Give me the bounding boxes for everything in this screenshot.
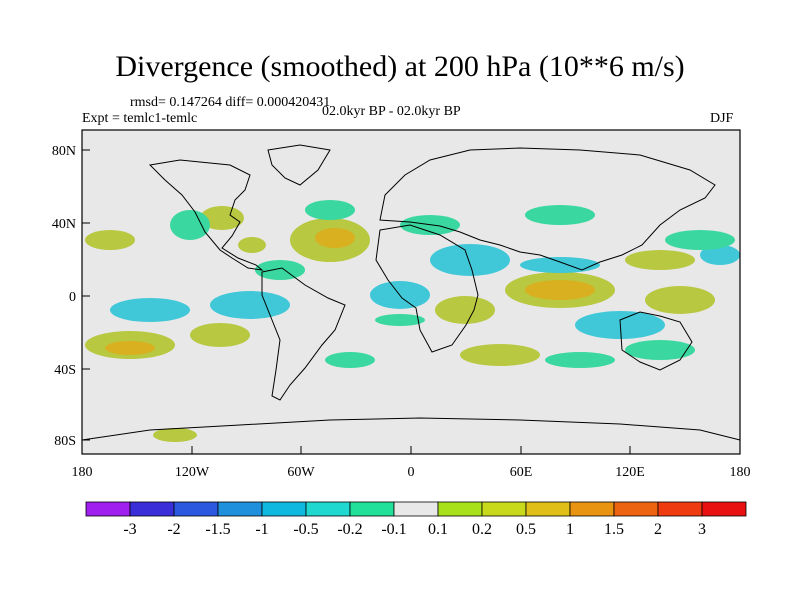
weak-negative-patch [625, 340, 695, 360]
weak-negative-patch [255, 260, 305, 280]
colorbar-box [437, 501, 483, 517]
lon-label: 180 [72, 465, 93, 480]
colorbar-label: -0.1 [381, 521, 406, 538]
coastlines [81, 144, 741, 441]
page-title: Divergence (smoothed) at 200 hPa (10**6 … [115, 50, 685, 83]
greenland-coast [267, 144, 331, 186]
colorbar-box [613, 501, 659, 517]
colorbar-box [129, 501, 175, 517]
weak-negative-patches [170, 200, 735, 368]
colorbar-label: 0.5 [516, 521, 536, 538]
weak-negative-patch [305, 200, 355, 220]
africa-coast [375, 224, 479, 353]
colorbar-label: -2 [167, 521, 180, 538]
lon-label: 120E [615, 465, 645, 480]
lat-labels: 80N 40N 0 40S 80S [52, 144, 76, 449]
strong-positive-patch [315, 228, 355, 248]
negative-patch [520, 257, 600, 273]
lon-label: 180 [730, 465, 751, 480]
strong-positive-patch [105, 341, 155, 355]
lat-label: 40S [54, 363, 76, 378]
negative-anomaly-patches [110, 244, 740, 339]
colorbar-box [173, 501, 219, 517]
colorbar-label: -3 [123, 521, 136, 538]
colorbar-label: -1 [255, 521, 268, 538]
period-label: 02.0kyr BP - 02.0kyr BP [322, 104, 461, 119]
positive-patch [153, 428, 197, 442]
negative-patch [110, 298, 190, 322]
lon-label: 120W [175, 465, 210, 480]
colorbar-box [349, 501, 395, 517]
lon-label: 60W [287, 465, 315, 480]
positive-patch [190, 323, 250, 347]
weak-negative-patch [170, 210, 210, 240]
lon-ticks [81, 446, 741, 454]
negative-patch [430, 244, 510, 276]
colorbar-label: 0.1 [428, 521, 448, 538]
positive-patch [85, 230, 135, 250]
strong-positive-patches [105, 228, 595, 355]
colorbar-box [305, 501, 351, 517]
positive-patch [460, 344, 540, 366]
south-america-coast [261, 267, 346, 401]
colorbar-box [85, 501, 131, 517]
positive-patch [238, 237, 266, 253]
colorbar-box [657, 501, 703, 517]
weak-negative-patch [375, 314, 425, 326]
colorbar-box [481, 501, 527, 517]
weak-negative-patch [325, 352, 375, 368]
colorbar-label: 1.5 [604, 521, 624, 538]
negative-patch [210, 291, 290, 319]
strong-positive-patch [525, 280, 595, 300]
colorbar-label: 0.2 [472, 521, 492, 538]
weak-negative-patch [525, 205, 595, 225]
colorbar-box [525, 501, 571, 517]
lon-label: 0 [408, 465, 415, 480]
australia-coast [619, 311, 693, 371]
colorbar-label: 3 [698, 521, 706, 538]
lon-labels: 180 120W 60W 0 60E 120E 180 [72, 465, 751, 480]
lat-ticks [82, 149, 90, 441]
antarctica-coast [81, 417, 741, 441]
lat-label: 80N [52, 144, 76, 159]
colorbar-label: 1 [566, 521, 574, 538]
colorbar-box [393, 501, 439, 517]
stats-text: rmsd= 0.147264 diff= 0.000420431 [130, 95, 331, 110]
lat-label: 0 [69, 290, 76, 305]
lat-label: 40N [52, 217, 76, 232]
lat-label: 80S [54, 434, 76, 449]
positive-patch [625, 250, 695, 270]
colorbar-box [217, 501, 263, 517]
colorbar-label: -1.5 [205, 521, 230, 538]
eurasia-coast [379, 147, 716, 271]
positive-patch [200, 206, 244, 230]
colorbar-label: 2 [654, 521, 662, 538]
negative-patch [700, 245, 740, 265]
colorbar-box [569, 501, 615, 517]
positive-patch [645, 286, 715, 314]
colorbar-label: -0.5 [293, 521, 318, 538]
colorbar-labels: -3 -2 -1.5 -1 -0.5 -0.2 -0.1 0.1 0.2 0.5… [123, 521, 706, 538]
weak-negative-patch [545, 352, 615, 368]
experiment-label: Expt = temlc1-temlc [82, 111, 198, 126]
lon-label: 60E [510, 465, 533, 480]
colorbar-label: -0.2 [337, 521, 362, 538]
colorbar-box [701, 501, 747, 517]
positive-patch [435, 296, 495, 324]
weak-negative-patch [665, 230, 735, 250]
season-label: DJF [710, 111, 734, 126]
colorbar [85, 501, 747, 517]
north-america-coast [148, 159, 264, 271]
colorbar-box [261, 501, 307, 517]
